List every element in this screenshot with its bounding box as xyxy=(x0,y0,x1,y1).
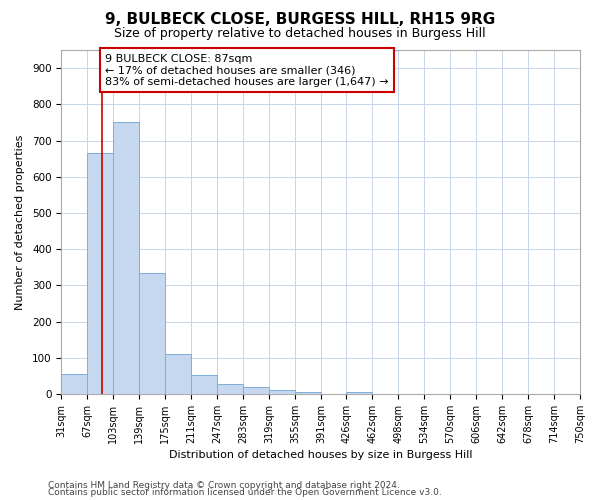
Bar xyxy=(191,375,217,394)
Text: Size of property relative to detached houses in Burgess Hill: Size of property relative to detached ho… xyxy=(114,28,486,40)
Bar xyxy=(243,386,269,394)
Bar xyxy=(295,392,321,394)
Bar xyxy=(61,374,87,394)
Bar xyxy=(346,392,372,394)
Y-axis label: Number of detached properties: Number of detached properties xyxy=(15,134,25,310)
Bar xyxy=(165,354,191,394)
Bar xyxy=(113,122,139,394)
Text: Contains public sector information licensed under the Open Government Licence v3: Contains public sector information licen… xyxy=(48,488,442,497)
X-axis label: Distribution of detached houses by size in Burgess Hill: Distribution of detached houses by size … xyxy=(169,450,472,460)
Bar xyxy=(139,272,165,394)
Text: Contains HM Land Registry data © Crown copyright and database right 2024.: Contains HM Land Registry data © Crown c… xyxy=(48,480,400,490)
Bar xyxy=(87,153,113,394)
Bar xyxy=(269,390,295,394)
Text: 9 BULBECK CLOSE: 87sqm
← 17% of detached houses are smaller (346)
83% of semi-de: 9 BULBECK CLOSE: 87sqm ← 17% of detached… xyxy=(105,54,389,87)
Bar xyxy=(217,384,243,394)
Text: 9, BULBECK CLOSE, BURGESS HILL, RH15 9RG: 9, BULBECK CLOSE, BURGESS HILL, RH15 9RG xyxy=(105,12,495,28)
